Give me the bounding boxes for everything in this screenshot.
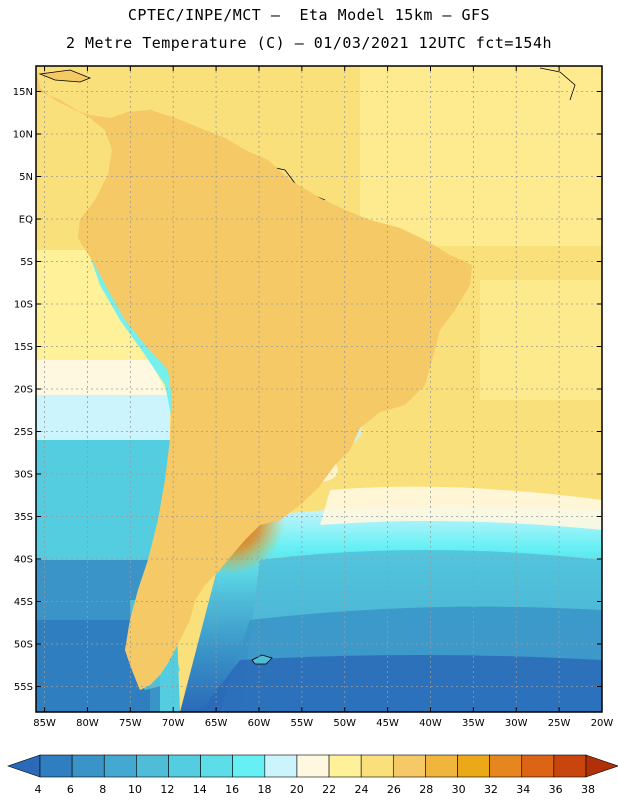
temperature-field <box>36 66 602 712</box>
colorbar-box <box>457 754 490 778</box>
lat-label: 25S <box>14 427 33 438</box>
colorbar-label: 12 <box>160 783 174 796</box>
colorbar-label: 24 <box>355 783 369 796</box>
colorbar-label: 32 <box>484 783 498 796</box>
colorbar-label: 4 <box>35 783 42 796</box>
lon-label: 30W <box>505 718 528 729</box>
colorbar-left-arrow <box>7 754 41 778</box>
colorbar-right-arrow <box>585 754 618 778</box>
atlantic-east-band <box>480 280 602 400</box>
lon-label: 70W <box>162 718 185 729</box>
south-atlantic-coldest <box>200 655 602 712</box>
lon-label: 35W <box>462 718 485 729</box>
lat-label: 50S <box>14 640 33 651</box>
latitude-labels: 15N 10N 5N EQ 5S 10S 15S 20S 25S 30S 35S 40S 45S 50S 5… <box>13 87 33 693</box>
axis-ticks <box>36 66 603 712</box>
lat-label: 40S <box>14 555 33 566</box>
colorbar-label: 14 <box>193 783 207 796</box>
colorbar-label: 34 <box>516 783 530 796</box>
title-line-2: 2 Metre Temperature (C) – 01/03/2021 12U… <box>65 34 553 52</box>
colorbar-box <box>71 754 105 778</box>
colorbar-labels: 4 6 8 10 12 14 16 18 20 22 24 26 28 30 32 34 36 38 <box>35 783 596 796</box>
colorbar-box <box>103 754 137 778</box>
lat-label: 55S <box>14 682 33 693</box>
lesser-antilles <box>539 67 576 101</box>
lat-label: 5N <box>19 172 33 183</box>
colorbar-label: 36 <box>549 783 563 796</box>
lon-label: 40W <box>419 718 442 729</box>
colorbar-label: 20 <box>290 783 304 796</box>
longitude-labels: 85W 80W 75W 70W 65W 60W 55W 50W 45W 40W 35W 30W 25W 2… <box>33 718 613 729</box>
pacific-mild-band <box>36 360 170 400</box>
falkland-islands <box>251 654 273 665</box>
colorbar-label: 8 <box>99 783 106 796</box>
colorbar-label: 26 <box>387 783 401 796</box>
colorbar-label: 30 <box>452 783 466 796</box>
lat-label: 15N <box>13 87 33 98</box>
colorbar-box <box>296 754 330 778</box>
lat-label: 20S <box>14 385 33 396</box>
lat-label: 10N <box>13 130 33 141</box>
colorbar-box <box>425 754 458 778</box>
colorbar-label: 16 <box>225 783 239 796</box>
colorbar-label: 22 <box>322 783 336 796</box>
colorbar-label: 18 <box>257 783 271 796</box>
colorbar-box <box>360 754 394 778</box>
lon-label: 80W <box>76 718 99 729</box>
colorbar-box <box>521 754 555 778</box>
gridlines <box>36 66 602 712</box>
lat-label: EQ <box>19 215 33 226</box>
colorbar-box <box>553 754 587 778</box>
lon-label: 75W <box>119 718 142 729</box>
caribbean-islands <box>38 69 92 83</box>
lon-label: 45W <box>376 718 399 729</box>
colorbar-label: 38 <box>581 783 595 796</box>
south-atlantic-mild-band <box>320 486 602 530</box>
colorbar-label: 10 <box>128 783 142 796</box>
colorbar-box <box>168 754 201 778</box>
lon-label: 85W <box>33 718 56 729</box>
colorbar-label: 28 <box>419 783 433 796</box>
lat-label: 45S <box>14 597 33 608</box>
lat-label: 35S <box>14 512 33 523</box>
lat-label: 10S <box>14 300 33 311</box>
lon-label: 65W <box>205 718 228 729</box>
title-line-1: CPTEC/INPE/MCT – Eta Model 15km – GFS <box>127 6 491 24</box>
lon-label: 20W <box>591 718 614 729</box>
lon-label: 50W <box>333 718 356 729</box>
pacific-coldest-band <box>36 620 150 712</box>
lon-label: 25W <box>548 718 571 729</box>
colorbar-box <box>392 754 426 778</box>
atlantic-north-band <box>360 66 602 246</box>
colorbar-box <box>136 754 169 778</box>
lon-label: 60W <box>248 718 271 729</box>
colorbar-box <box>489 754 523 778</box>
lat-label: 5S <box>20 257 33 268</box>
lat-label: 15S <box>14 342 33 353</box>
colorbar-box <box>264 754 298 778</box>
lon-label: 55W <box>291 718 314 729</box>
colorbar-label: 6 <box>67 783 74 796</box>
colorbar-box <box>232 754 266 778</box>
colorbar-box <box>39 754 73 778</box>
colorbar-box <box>328 754 362 778</box>
lat-label: 30S <box>14 470 33 481</box>
colorbar-box <box>200 754 234 778</box>
colorbar <box>7 754 618 778</box>
